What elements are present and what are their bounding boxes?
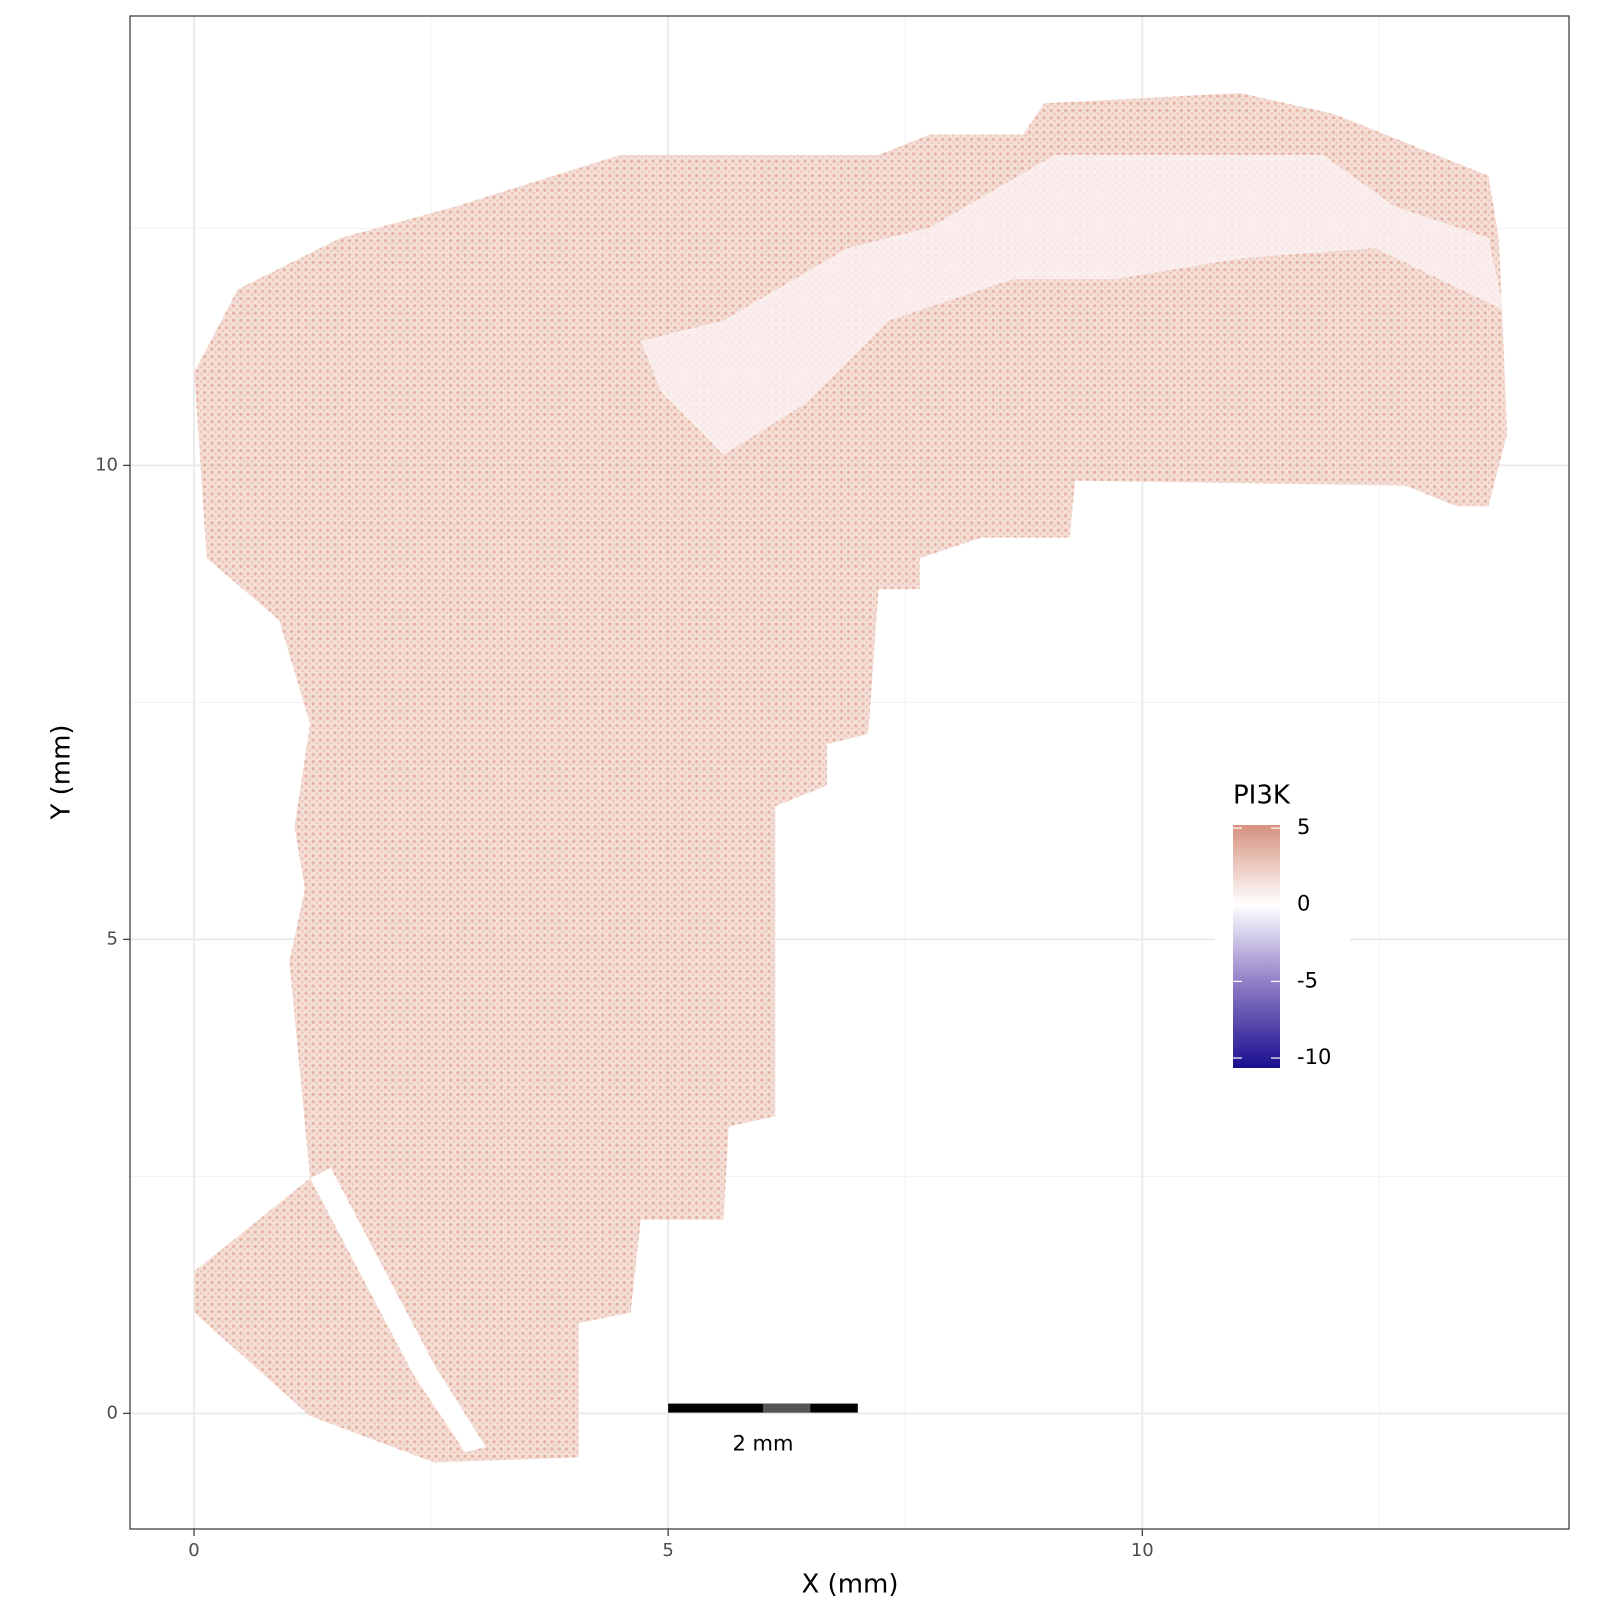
tissue-pale-region [640, 155, 1504, 455]
panel-border [129, 15, 1570, 1530]
x-tick-label: 10 [1131, 1540, 1154, 1561]
legend-tick-label: -10 [1297, 1045, 1331, 1069]
x-tick-label: 5 [662, 1540, 673, 1561]
x-tick-label: 0 [188, 1540, 199, 1561]
axes: 0 5 10 0 5 10 [95, 454, 1154, 1561]
scale-bar: 2 mm [668, 1403, 858, 1456]
y-tick-label: 10 [95, 454, 118, 475]
legend-title: PI3K [1233, 781, 1291, 811]
tissue [194, 93, 1507, 1463]
colorbar [1233, 825, 1280, 1068]
y-tick-label: 5 [107, 928, 118, 949]
y-tick-label: 0 [107, 1402, 118, 1423]
tissue-gap [310, 1167, 486, 1453]
y-axis-title: Y (mm) [47, 724, 77, 820]
x-axis-title: X (mm) [801, 1570, 898, 1600]
tissue-region [194, 93, 1507, 1463]
scale-bar-label: 2 mm [732, 1432, 793, 1456]
legend-tick-label: 0 [1297, 892, 1310, 916]
legend-tick-label: -5 [1297, 968, 1318, 992]
scale-bar-segment [762, 1403, 811, 1413]
legend-tick-label: 5 [1297, 815, 1310, 839]
